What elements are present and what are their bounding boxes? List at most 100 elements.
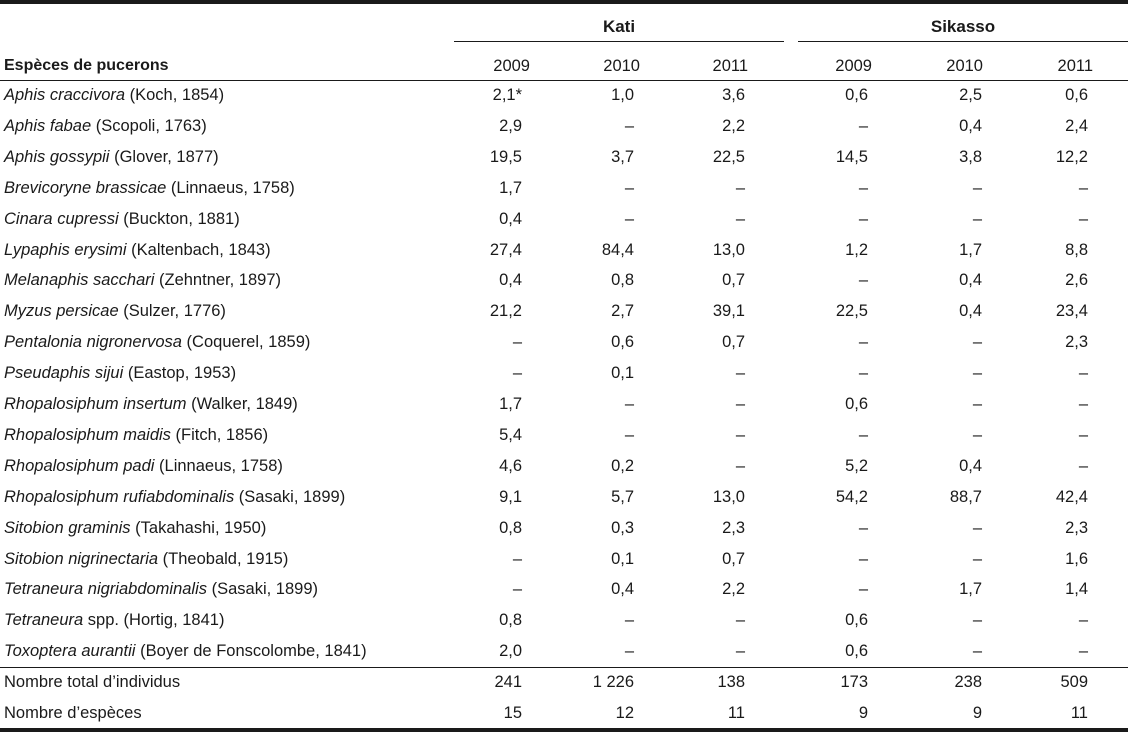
table-cell: 0,1 — [611, 549, 634, 568]
table-cell: – — [624, 425, 634, 444]
table-cell: 1,2 — [845, 240, 868, 259]
table-cell: – — [624, 395, 634, 413]
group-underline-kati — [454, 41, 784, 42]
table-cell: 22,5 — [835, 302, 868, 321]
species-author: spp. (Hortig, 1841) — [83, 611, 225, 630]
table-cell: 23,4 — [1055, 302, 1088, 321]
table-cell: 11 — [727, 703, 745, 722]
species-binomial: Pseudaphis sijui — [4, 364, 124, 383]
table-cell: 1 226 — [592, 673, 634, 691]
table-cell: 5,7 — [611, 487, 634, 506]
totals-row: Nombre d’espèces 15 12 11 9 9 11 — [0, 700, 1128, 730]
table-cell: 4,6 — [499, 456, 522, 475]
table-cell: 0,2 — [611, 456, 634, 475]
column-header-row: Espèces de pucerons 2009 2010 2011 2009 … — [0, 56, 1128, 78]
species-author: (Takahashi, 1950) — [130, 518, 267, 537]
table-row: Rhopalosiphum maidis (Fitch, 1856) 5,4 – – –… — [0, 422, 1128, 452]
table-cell: 0,8 — [611, 271, 634, 290]
table-cell: 0,4 — [499, 271, 522, 290]
table-cell: 8,8 — [1065, 240, 1088, 259]
table-cell: – — [858, 580, 868, 599]
table-cell: – — [972, 642, 982, 661]
table-row: Brevicoryne brassicae (Linnaeus, 1758) 1,… — [0, 175, 1128, 205]
species-name: Rhopalosiphum padi (Linnaeus, 1758) — [4, 457, 283, 476]
table-cell: 12 — [615, 703, 634, 722]
species-name: Cinara cupressi (Buckton, 1881) — [4, 210, 240, 229]
table-cell: 2,6 — [1065, 271, 1088, 290]
species-name: Pseudaphis sijui (Eastop, 1953) — [4, 364, 236, 383]
table-cell: 22,5 — [712, 147, 745, 166]
species-binomial: Aphis fabae — [4, 116, 92, 135]
species-author: (Glover, 1877) — [109, 147, 219, 166]
species-name: Sitobion graminis (Takahashi, 1950) — [4, 519, 266, 538]
table-cell: 13,0 — [712, 487, 745, 506]
table-cell: – — [512, 333, 522, 352]
species-name: Rhopalosiphum maidis (Fitch, 1856) — [4, 426, 268, 445]
table-cell: – — [858, 178, 868, 197]
species-binomial: Melanaphis sacchari — [4, 271, 155, 290]
table-cell: – — [735, 642, 745, 661]
table-cell: 1,7 — [499, 178, 522, 197]
table-cell: – — [624, 611, 634, 630]
table-row: Aphis fabae (Scopoli, 1763) 2,9 – 2,2 – 0,4 2,… — [0, 113, 1128, 143]
species-author: (Fitch, 1856) — [170, 425, 269, 444]
species-name: Aphis gossypii (Glover, 1877) — [4, 148, 219, 167]
species-name: Pentalonia nigronervosa (Coquerel, 1859) — [4, 333, 310, 352]
table-cell: – — [624, 642, 634, 661]
table-row: Rhopalosiphum rufiabdominalis (Sasaki, 1… — [0, 484, 1128, 514]
table-row: Sitobion nigrinectaria (Theobald, 1915) –… — [0, 546, 1128, 576]
table-cell: 0,6 — [845, 611, 868, 630]
table-cell: – — [1078, 456, 1088, 475]
table-cell: 0,7 — [722, 271, 745, 290]
species-name: Sitobion nigrinectaria (Theobald, 1915) — [4, 550, 288, 569]
table-cell: – — [624, 178, 634, 197]
table-row: Sitobion graminis (Takahashi, 1950) 0,8 0,… — [0, 515, 1128, 545]
table-cell: 1,7 — [959, 240, 982, 259]
table-cell: 0,6 — [845, 395, 868, 413]
group-header-kati: Kati — [602, 17, 636, 36]
table-cell: – — [972, 425, 982, 444]
table-cell: 0,6 — [611, 333, 634, 352]
table-cell: – — [858, 209, 868, 228]
table-cell: 42,4 — [1055, 487, 1088, 506]
table-cell: 5,2 — [845, 456, 868, 475]
table-cell: – — [858, 364, 868, 383]
species-binomial: Aphis gossypii — [4, 147, 110, 166]
table-cell: 2,7 — [611, 302, 634, 321]
table-cell: 19,5 — [489, 147, 522, 166]
species-column-header: Espèces de pucerons — [4, 57, 169, 74]
table-bottom-rule — [0, 728, 1128, 732]
table-cell: – — [624, 116, 634, 135]
species-author: (Linnaeus, 1758) — [166, 178, 295, 197]
species-author: (Boyer de Fonscolombe, 1841) — [135, 642, 367, 661]
table-cell: 0,4 — [959, 116, 982, 135]
table-cell: 2,2 — [722, 116, 745, 135]
species-name: Tetraneura spp. (Hortig, 1841) — [4, 611, 224, 630]
table-cell: – — [972, 333, 982, 352]
table-cell: 0,4 — [499, 209, 522, 228]
table-cell: 0,4 — [959, 456, 982, 475]
species-author: (Sasaki, 1899) — [207, 580, 318, 599]
totals-label: Nombre total d’individus — [4, 673, 181, 691]
table-cell: 5,4 — [499, 425, 522, 444]
table-top-rule — [0, 0, 1128, 4]
table-cell: – — [972, 395, 982, 413]
table-cell: 1,7 — [959, 580, 982, 599]
species-binomial: Rhopalosiphum padi — [4, 456, 155, 475]
table-row: Rhopalosiphum padi (Linnaeus, 1758) 4,6 0,… — [0, 453, 1128, 483]
table-cell: – — [858, 549, 868, 568]
species-author: (Linnaeus, 1758) — [154, 456, 283, 475]
table-row: Melanaphis sacchari (Zehntner, 1897) 0,4 0… — [0, 267, 1128, 297]
species-binomial: Sitobion nigrinectaria — [4, 549, 159, 568]
table-cell: 1,6 — [1065, 549, 1088, 568]
table-cell: 0,4 — [611, 580, 634, 599]
species-binomial: Tetraneura — [4, 611, 84, 630]
table-cell: – — [972, 364, 982, 383]
species-binomial: Rhopalosiphum insertum — [4, 395, 187, 413]
table-row: Cinara cupressi (Buckton, 1881) 0,4 – – – – – — [0, 206, 1128, 236]
species-name: Aphis fabae (Scopoli, 1763) — [4, 117, 207, 136]
table-row: Tetraneura spp. (Hortig, 1841) 0,8 – – 0,6 – – — [0, 607, 1128, 637]
totals-row: Nombre total d’individus 241 1 226 138 173 23… — [0, 669, 1128, 699]
table-cell: 2,5 — [959, 86, 982, 104]
